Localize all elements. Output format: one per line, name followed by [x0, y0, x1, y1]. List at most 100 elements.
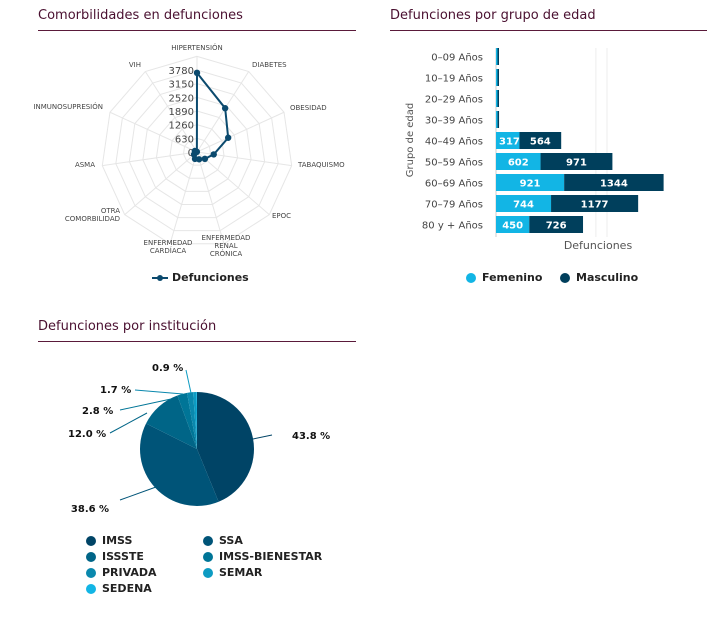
- pie-legend-label-ssa: SSA: [219, 534, 243, 547]
- pie-label-connector: [185, 369, 192, 394]
- age-bar-femenino: [496, 48, 498, 65]
- pie-title-divider: [38, 341, 356, 342]
- radar-point: [193, 69, 201, 77]
- legend-dot-ssa: [203, 535, 213, 546]
- pie-legend-label-issste: ISSSTE: [102, 550, 144, 563]
- age-bar-label: 726: [546, 221, 567, 232]
- pie-legend-sedena[interactable]: SEDENA: [86, 582, 152, 595]
- radar-axis-label: OBESIDAD: [290, 104, 327, 112]
- pie-legend-issste[interactable]: ISSSTE: [86, 550, 144, 563]
- age-bar-label: 1: [499, 53, 506, 64]
- radar-axis-label: EPOC: [272, 212, 291, 220]
- pie-slice-issste: [146, 395, 197, 449]
- pie-legend-ssa[interactable]: SSA: [203, 534, 243, 547]
- age-bar-femenino: [496, 111, 498, 128]
- radar-chart-title: Comorbilidades en defunciones: [38, 8, 243, 23]
- radar-spoke: [169, 151, 198, 244]
- radar-axis-label: OTRA COMORBILIDAD: [65, 207, 120, 223]
- age-legend-femenino[interactable]: Femenino: [466, 271, 542, 284]
- age-bar-masculino: [529, 216, 584, 233]
- age-bar-label: 450: [502, 221, 523, 232]
- radar-spoke: [196, 71, 250, 153]
- radar-tick-label: 3780: [169, 66, 194, 77]
- pie-legend-semar[interactable]: SEMAR: [203, 566, 262, 579]
- pie-legend-imss[interactable]: IMSS: [86, 534, 132, 547]
- radar-spoke: [144, 71, 198, 153]
- age-bar-label: 2: [501, 53, 508, 64]
- radar-point: [221, 105, 229, 112]
- radar-spoke: [109, 111, 198, 153]
- radar-grid-ring: [182, 137, 212, 166]
- age-bar-label: 1344: [600, 179, 628, 190]
- age-category-label: 30–39 Años: [425, 116, 483, 127]
- age-bar-label: 602: [508, 158, 529, 169]
- pie-legend-imss-bienestar[interactable]: IMSS-BIENESTAR: [203, 550, 322, 563]
- age-bar-masculino: [551, 195, 639, 212]
- pie-slice-sedena: [196, 392, 197, 449]
- age-bar-femenino: [496, 174, 565, 191]
- radar-axis-label: DIABETES: [252, 61, 287, 69]
- pie-slice-imss: [197, 392, 254, 502]
- age-bar-masculino: [564, 174, 664, 191]
- age-bar-masculino: [497, 48, 499, 65]
- radar-axis-label: INMUNOSUPRESIÓN: [33, 102, 103, 111]
- pie-legend-privada[interactable]: PRIVADA: [86, 566, 157, 579]
- legend-dot-sedena: [86, 583, 96, 594]
- age-bar-label: 317: [499, 137, 520, 148]
- age-category-label: 70–79 Años: [425, 200, 483, 211]
- age-bar-label: 2: [501, 95, 508, 106]
- pie-data-label: 43.8 %: [292, 431, 330, 442]
- age-bar-masculino: [497, 111, 500, 128]
- age-title-divider: [390, 30, 707, 31]
- radar-point: [193, 148, 201, 156]
- pie-data-label: 2.8 %: [82, 406, 113, 417]
- legend-dot-masculino: [560, 272, 570, 283]
- age-legend-masculino[interactable]: Masculino: [560, 271, 638, 284]
- radar-point: [210, 151, 217, 158]
- radar-axis-label: ASMA: [75, 161, 95, 169]
- radar-spoke: [102, 151, 198, 167]
- age-bar-label: 744: [513, 200, 534, 211]
- radar-point: [201, 155, 209, 163]
- radar-legend-item[interactable]: Defunciones: [152, 271, 249, 284]
- pie-chart-title: Defunciones por institución: [38, 319, 217, 334]
- radar-grid-ring: [169, 124, 225, 179]
- radar-legend-label: Defunciones: [172, 271, 249, 284]
- age-legend-label-masculino: Masculino: [576, 271, 639, 284]
- legend-dot-femenino: [466, 272, 476, 283]
- age-category-label: 0–09 Años: [431, 53, 483, 64]
- legend-dot-semar: [203, 567, 213, 578]
- radar-axis-label: HIPERTENSIÓN: [171, 43, 223, 52]
- radar-tick-label: 1260: [169, 121, 194, 132]
- age-bar-label: 564: [530, 137, 551, 148]
- pie-legend-label-privada: PRIVADA: [102, 566, 157, 579]
- age-bar-femenino: [496, 69, 498, 86]
- age-y-axis-title: Grupo de edad: [405, 103, 416, 178]
- radar-tick-label: 630: [175, 134, 194, 145]
- radar-tick-label: 3150: [169, 80, 194, 91]
- pie-legend-label-sedena: SEDENA: [102, 582, 152, 595]
- age-category-label: 50–59 Años: [425, 158, 483, 169]
- pie-label-connector: [134, 389, 184, 395]
- pie-label-connector: [119, 398, 172, 411]
- age-legend-label-femenino: Femenino: [482, 271, 543, 284]
- age-bar-label: 21: [499, 116, 513, 127]
- age-bar-label: 2: [501, 116, 508, 127]
- legend-dot-imss: [86, 535, 96, 546]
- radar-axis-label: ENFERMEDAD CARDÍACA: [144, 239, 193, 255]
- age-x-axis-title: Defunciones: [564, 239, 633, 252]
- age-bar-masculino: [497, 69, 499, 86]
- age-category-label: 20–29 Años: [425, 95, 483, 106]
- pie-label-connector: [109, 412, 148, 434]
- age-category-label: 80 y + Años: [422, 221, 483, 232]
- age-bar-femenino: [496, 216, 530, 233]
- radar-tick-label: 0: [188, 148, 194, 159]
- radar-point: [224, 134, 232, 141]
- age-bar-masculino: [540, 153, 613, 170]
- pie-data-label: 12.0 %: [68, 429, 106, 440]
- age-bar-label: 1: [499, 74, 506, 85]
- legend-dot-issste: [86, 551, 96, 562]
- radar-spoke: [196, 151, 270, 216]
- pie-legend-label-semar: SEMAR: [219, 566, 263, 579]
- radar-tick-label: 2520: [169, 93, 194, 104]
